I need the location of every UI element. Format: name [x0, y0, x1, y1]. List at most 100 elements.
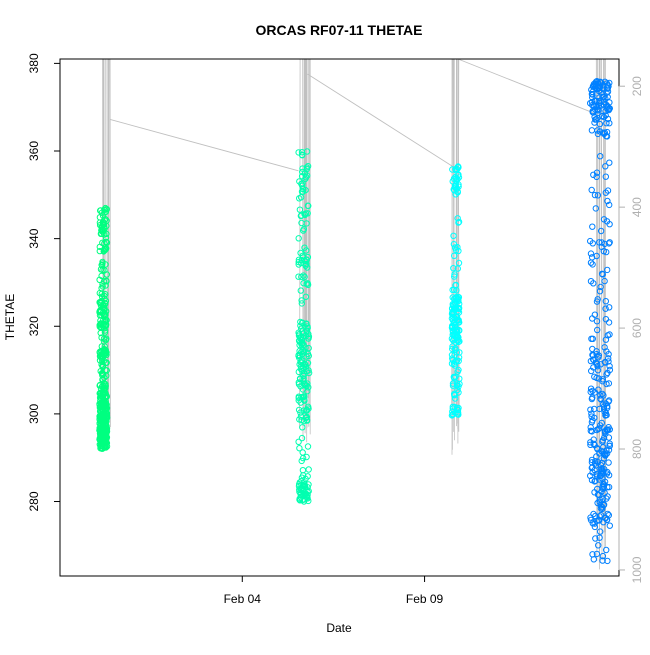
data-point — [99, 239, 106, 247]
data-point — [295, 258, 302, 266]
data-point — [96, 390, 104, 397]
data-point — [298, 188, 306, 195]
data-point — [103, 230, 110, 238]
data-point — [589, 315, 596, 322]
data-point — [295, 261, 302, 268]
series-3 — [448, 163, 463, 419]
data-point — [589, 83, 597, 90]
data-point — [455, 247, 462, 255]
data-point — [101, 206, 108, 214]
data-point — [99, 429, 107, 436]
data-point — [97, 317, 104, 324]
data-point — [604, 557, 611, 565]
data-point — [455, 218, 463, 226]
data-point — [302, 475, 309, 483]
data-point — [587, 406, 594, 413]
data-point — [297, 358, 304, 365]
data-point — [587, 250, 595, 257]
data-point — [604, 484, 611, 491]
data-point — [604, 426, 612, 434]
data-point — [301, 483, 309, 490]
data-point — [295, 235, 302, 242]
data-point — [602, 298, 609, 305]
data-point — [305, 369, 313, 377]
series-2 — [295, 148, 313, 505]
data-point — [101, 267, 108, 274]
data-point — [303, 453, 310, 461]
data-point — [96, 219, 104, 226]
data-point — [448, 305, 456, 312]
data-point — [451, 273, 458, 280]
data-point — [596, 83, 604, 90]
y-tick-label: 340 — [27, 228, 41, 248]
data-point — [604, 115, 612, 123]
data-point — [455, 305, 463, 312]
data-point — [452, 282, 459, 289]
data-point — [454, 326, 461, 334]
data-point — [449, 337, 457, 344]
data-point — [599, 401, 607, 408]
data-point — [595, 375, 602, 382]
data-point — [600, 455, 607, 462]
data-point — [591, 311, 599, 318]
data-point — [454, 189, 461, 196]
data-point — [101, 439, 108, 447]
data-point — [588, 186, 595, 194]
x-tick-label: Feb 09 — [406, 592, 444, 606]
data-point — [605, 434, 613, 441]
data-point — [298, 300, 305, 307]
data-point — [606, 239, 613, 246]
data-point — [596, 476, 603, 483]
data-point — [601, 277, 608, 285]
data-point — [605, 319, 613, 326]
data-point — [593, 550, 601, 558]
data-point — [302, 262, 309, 269]
data-point — [295, 438, 302, 445]
data-point — [599, 376, 606, 383]
data-point — [596, 425, 603, 432]
data-point — [449, 294, 456, 301]
data-point — [455, 411, 462, 418]
data-point — [450, 374, 458, 382]
data-point — [449, 408, 456, 415]
data-point — [596, 513, 603, 520]
data-point — [98, 343, 106, 350]
data-point — [604, 93, 611, 101]
data-point — [100, 219, 107, 226]
data-point — [588, 428, 596, 435]
data-point — [301, 273, 308, 281]
data-point — [588, 86, 595, 94]
data-point — [302, 490, 309, 497]
data-point — [589, 261, 596, 268]
pressure-transit — [307, 73, 456, 169]
data-point — [103, 335, 110, 342]
data-point — [301, 211, 309, 219]
data-point — [299, 152, 306, 159]
data-point — [299, 467, 307, 474]
data-point — [98, 272, 105, 280]
data-point — [601, 408, 608, 415]
data-point — [102, 382, 109, 390]
data-point — [101, 421, 109, 428]
data-point — [604, 332, 611, 339]
data-point — [453, 357, 461, 364]
data-point — [98, 293, 106, 300]
data-point — [304, 443, 312, 450]
data-point — [451, 395, 459, 402]
data-point — [303, 220, 310, 227]
data-point — [606, 442, 613, 450]
data-point — [598, 488, 605, 495]
data-point — [596, 288, 604, 295]
data-point — [605, 106, 612, 114]
data-point — [102, 282, 109, 289]
data-point — [587, 439, 594, 446]
data-point — [606, 201, 613, 209]
data-point — [604, 369, 611, 377]
data-point — [98, 369, 106, 377]
data-point — [593, 351, 600, 358]
data-point — [97, 434, 104, 441]
data-point — [99, 370, 107, 377]
data-point — [449, 405, 456, 412]
data-point — [456, 380, 463, 388]
